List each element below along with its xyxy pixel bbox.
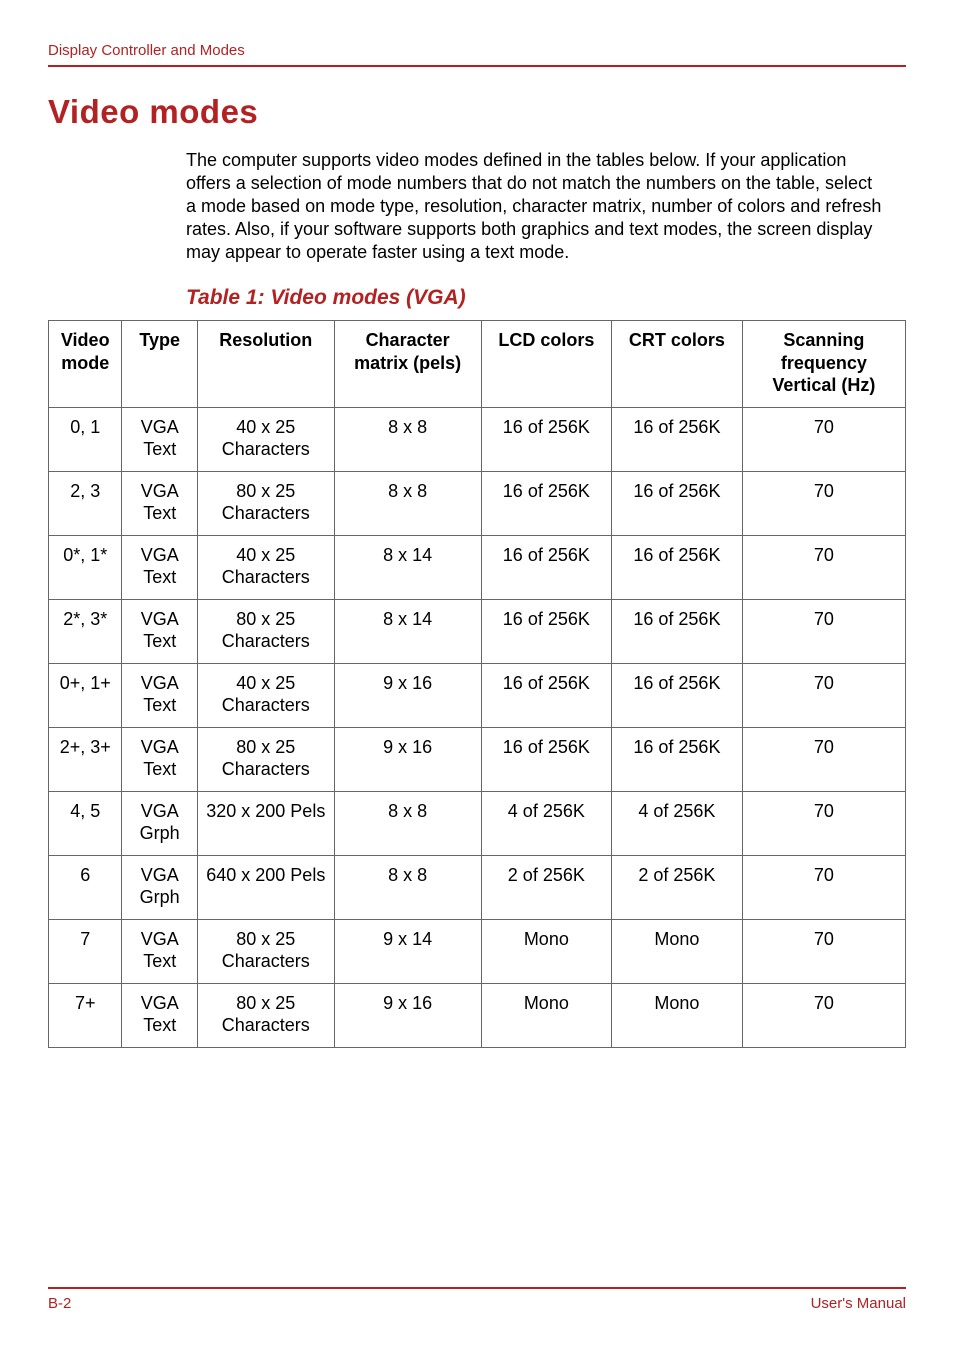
table-cell: 40 x 25 Characters (197, 407, 334, 471)
table-cell: Mono (481, 983, 612, 1047)
table-cell: VGA Grph (122, 855, 197, 919)
table-cell: 8 x 14 (334, 599, 481, 663)
table-cell: 70 (742, 727, 905, 791)
table-cell: 70 (742, 855, 905, 919)
table-row: 7+VGA Text80 x 25 Characters9 x 16MonoMo… (49, 983, 906, 1047)
table-cell: 40 x 25 Characters (197, 663, 334, 727)
col-type: Type (122, 321, 197, 408)
table-cell: 16 of 256K (481, 599, 612, 663)
table-cell: 16 of 256K (481, 535, 612, 599)
table-cell: 2 of 256K (612, 855, 743, 919)
table-cell: 70 (742, 471, 905, 535)
table-cell: 4 of 256K (612, 791, 743, 855)
table-row: 2*, 3*VGA Text80 x 25 Characters8 x 1416… (49, 599, 906, 663)
col-scanning-frequency: Scanning frequency Vertical (Hz) (742, 321, 905, 408)
col-crt-colors: CRT colors (612, 321, 743, 408)
table-cell: 8 x 8 (334, 855, 481, 919)
page-header: Display Controller and Modes (48, 42, 906, 67)
table-cell: VGA Text (122, 471, 197, 535)
table-row: 0, 1VGA Text40 x 25 Characters8 x 816 of… (49, 407, 906, 471)
table-cell: 0, 1 (49, 407, 122, 471)
table-cell: 7 (49, 919, 122, 983)
table-cell: 16 of 256K (481, 727, 612, 791)
table-cell: 320 x 200 Pels (197, 791, 334, 855)
table-cell: 2 of 256K (481, 855, 612, 919)
table-cell: 16 of 256K (612, 471, 743, 535)
page-footer: B-2 User's Manual (48, 1287, 906, 1312)
table-cell: 40 x 25 Characters (197, 535, 334, 599)
table-cell: 70 (742, 919, 905, 983)
table-cell: 16 of 256K (612, 407, 743, 471)
table-cell: 4, 5 (49, 791, 122, 855)
table-cell: VGA Text (122, 727, 197, 791)
table-cell: 2, 3 (49, 471, 122, 535)
table-header-row: Video mode Type Resolution Character mat… (49, 321, 906, 408)
footer-doc-title: User's Manual (811, 1295, 906, 1312)
intro-paragraph: The computer supports video modes define… (186, 149, 886, 264)
table-cell: 80 x 25 Characters (197, 919, 334, 983)
table-row: 2+, 3+VGA Text80 x 25 Characters9 x 1616… (49, 727, 906, 791)
col-video-mode: Video mode (49, 321, 122, 408)
table-cell: 9 x 14 (334, 919, 481, 983)
table-cell: VGA Text (122, 599, 197, 663)
table-cell: 7+ (49, 983, 122, 1047)
table-row: 6VGA Grph640 x 200 Pels8 x 82 of 256K2 o… (49, 855, 906, 919)
table-cell: 8 x 14 (334, 535, 481, 599)
table-row: 4, 5VGA Grph320 x 200 Pels8 x 84 of 256K… (49, 791, 906, 855)
table-cell: 2+, 3+ (49, 727, 122, 791)
table-cell: 16 of 256K (481, 407, 612, 471)
table-cell: 0*, 1* (49, 535, 122, 599)
section-heading: Video modes (48, 93, 906, 131)
table-cell: 8 x 8 (334, 791, 481, 855)
table-cell: Mono (612, 983, 743, 1047)
table-cell: Mono (612, 919, 743, 983)
table-cell: 16 of 256K (612, 663, 743, 727)
table-cell: 0+, 1+ (49, 663, 122, 727)
table-cell: Mono (481, 919, 612, 983)
table-cell: 16 of 256K (481, 471, 612, 535)
table-cell: 9 x 16 (334, 663, 481, 727)
table-cell: 70 (742, 983, 905, 1047)
video-modes-table: Video mode Type Resolution Character mat… (48, 320, 906, 1048)
table-cell: 80 x 25 Characters (197, 983, 334, 1047)
table-cell: 16 of 256K (612, 599, 743, 663)
header-section: Display Controller and Modes (48, 42, 245, 59)
table-cell: 70 (742, 599, 905, 663)
table-cell: VGA Grph (122, 791, 197, 855)
col-character-matrix: Character matrix (pels) (334, 321, 481, 408)
col-lcd-colors: LCD colors (481, 321, 612, 408)
table-cell: 16 of 256K (612, 727, 743, 791)
table-cell: 640 x 200 Pels (197, 855, 334, 919)
table-cell: 8 x 8 (334, 471, 481, 535)
table-cell: VGA Text (122, 919, 197, 983)
table-cell: 6 (49, 855, 122, 919)
table-cell: VGA Text (122, 663, 197, 727)
table-cell: 4 of 256K (481, 791, 612, 855)
table-row: 0*, 1*VGA Text40 x 25 Characters8 x 1416… (49, 535, 906, 599)
table-cell: 80 x 25 Characters (197, 727, 334, 791)
table-row: 7VGA Text80 x 25 Characters9 x 14MonoMon… (49, 919, 906, 983)
table-cell: VGA Text (122, 983, 197, 1047)
table-cell: VGA Text (122, 535, 197, 599)
table-row: 0+, 1+VGA Text40 x 25 Characters9 x 1616… (49, 663, 906, 727)
table-cell: 9 x 16 (334, 727, 481, 791)
col-resolution: Resolution (197, 321, 334, 408)
table-cell: 80 x 25 Characters (197, 599, 334, 663)
table-cell: 70 (742, 407, 905, 471)
table-cell: 70 (742, 663, 905, 727)
table-cell: 16 of 256K (612, 535, 743, 599)
table-row: 2, 3VGA Text80 x 25 Characters8 x 816 of… (49, 471, 906, 535)
table-cell: 2*, 3* (49, 599, 122, 663)
footer-page-number: B-2 (48, 1295, 71, 1312)
table-cell: 9 x 16 (334, 983, 481, 1047)
table-cell: 70 (742, 535, 905, 599)
table-cell: VGA Text (122, 407, 197, 471)
table-caption: Table 1: Video modes (VGA) (186, 286, 906, 310)
table-cell: 8 x 8 (334, 407, 481, 471)
table-cell: 16 of 256K (481, 663, 612, 727)
table-cell: 80 x 25 Characters (197, 471, 334, 535)
table-cell: 70 (742, 791, 905, 855)
